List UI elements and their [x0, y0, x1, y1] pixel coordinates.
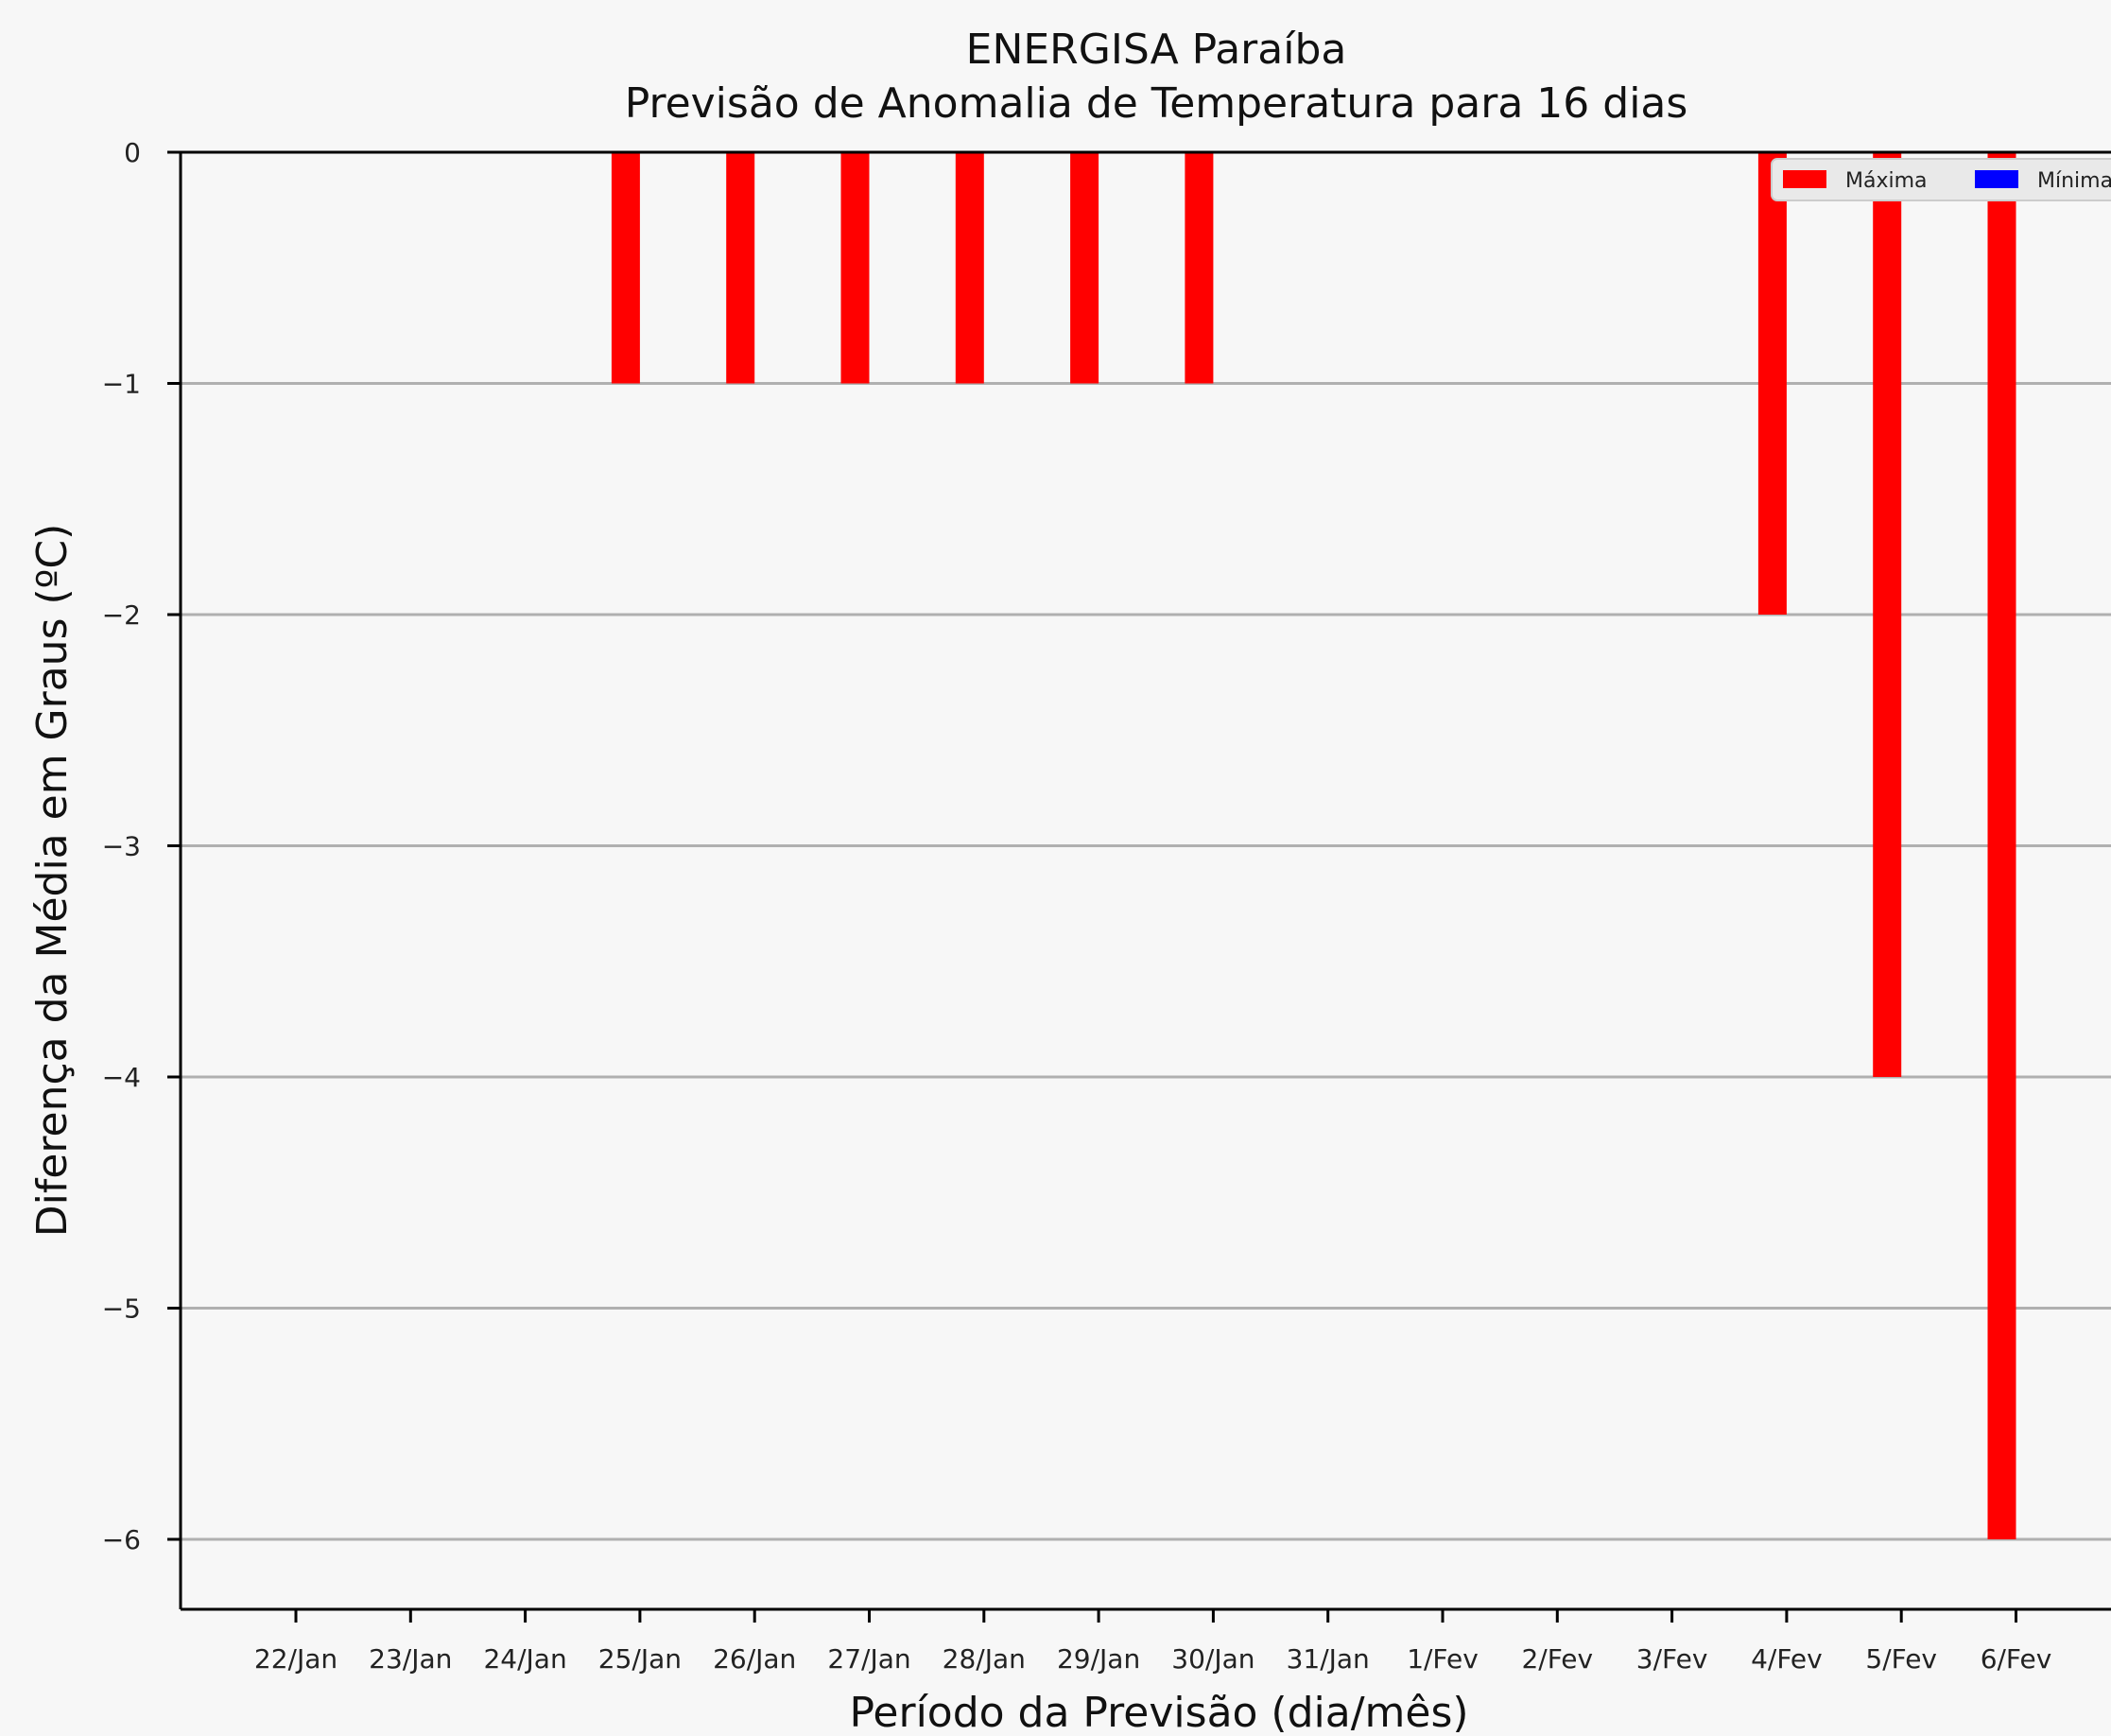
gridlines	[181, 382, 2111, 1541]
x-tick-label: 5/Fev	[1865, 1643, 1937, 1675]
y-axis-label: Diferença da Média em Graus (ºC)	[28, 524, 77, 1238]
y-tick-label: −5	[102, 1293, 141, 1325]
legend: Máxima Mínima	[1771, 158, 2111, 201]
bar	[1185, 152, 1214, 384]
x-tick-label: 24/Jan	[483, 1643, 566, 1675]
x-axis-label: Período da Previsão (dia/mês)	[849, 1689, 1468, 1736]
bar	[1873, 152, 1902, 1077]
y-ticks: 0 −1 −2 −3 −4 −5 −6	[102, 137, 181, 1555]
x-tick-label: 3/Fev	[1636, 1643, 1708, 1675]
x-tick-label: 30/Jan	[1171, 1643, 1254, 1675]
y-tick-label: −3	[102, 831, 141, 862]
legend-label-maxima: Máxima	[1845, 169, 1928, 193]
bar	[955, 152, 984, 384]
y-tick-label: −6	[102, 1524, 141, 1555]
y-tick-label: −2	[102, 599, 141, 631]
chart-subtitle: Previsão de Anomalia de Temperatura para…	[625, 79, 1688, 128]
legend-label-minima: Mínima	[2037, 169, 2111, 193]
y-tick-label: −1	[102, 369, 141, 400]
x-tick-label: 22/Jan	[254, 1643, 337, 1675]
chart-title: ENERGISA Paraíba	[966, 26, 1347, 74]
x-tick-label: 28/Jan	[943, 1643, 1026, 1675]
x-tick-label: 1/Fev	[1407, 1643, 1479, 1675]
legend-swatch-minima	[1975, 170, 2018, 188]
legend-box	[1771, 158, 2111, 201]
y-tick-label: 0	[124, 137, 141, 168]
x-ticks: 22/Jan 23/Jan 24/Jan 25/Jan 26/Jan 27/Jan 28/J…	[254, 1609, 2051, 1675]
x-tick-label: 2/Fev	[1521, 1643, 1593, 1675]
bar	[611, 152, 640, 384]
x-tick-label: 25/Jan	[598, 1643, 682, 1675]
legend-swatch-maxima	[1783, 170, 1826, 188]
bars	[611, 152, 2016, 1539]
x-tick-label: 26/Jan	[713, 1643, 796, 1675]
x-tick-label: 6/Fev	[1981, 1643, 2052, 1675]
bar	[840, 152, 870, 384]
x-tick-label: 27/Jan	[827, 1643, 910, 1675]
y-tick-label: −4	[102, 1062, 141, 1093]
axes	[179, 150, 2111, 1611]
x-tick-label: 31/Jan	[1287, 1643, 1370, 1675]
bar	[1987, 152, 2016, 1539]
x-tick-label: 23/Jan	[369, 1643, 452, 1675]
bar	[726, 152, 755, 384]
bar	[1070, 152, 1099, 384]
bar	[1757, 152, 1787, 615]
x-tick-label: 4/Fev	[1751, 1643, 1823, 1675]
x-tick-label: 29/Jan	[1057, 1643, 1140, 1675]
